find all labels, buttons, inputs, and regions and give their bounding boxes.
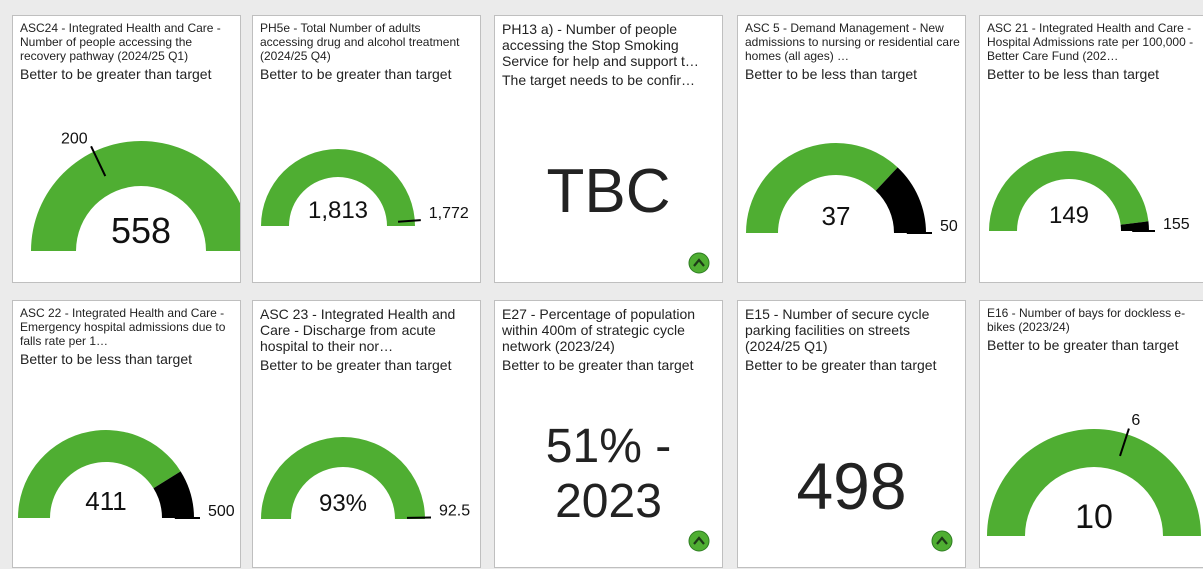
status-icon	[688, 252, 710, 274]
card-subtitle: Better to be less than target	[745, 66, 917, 82]
card-header: PH5e - Total Number of adults accessing …	[260, 21, 475, 83]
card-subtitle: The target needs to be confir…	[502, 72, 695, 88]
target-tick	[397, 219, 421, 223]
card-graphic: 92.5 93%	[261, 437, 470, 520]
card-title: ASC 5 - Demand Management - New admissio…	[745, 21, 960, 63]
card-header: ASC 23 - Integrated Health and Care - Di…	[260, 306, 475, 374]
card-subtitle: Better to be greater than target	[502, 357, 694, 373]
card-graphic: 6 10	[987, 412, 1201, 536]
gauge-value: 10	[1075, 498, 1113, 536]
card-header: ASC 21 - Integrated Health and Care - Ho…	[987, 21, 1202, 83]
card-subtitle: Better to be less than target	[20, 351, 192, 367]
gauge-value: 411	[85, 486, 126, 516]
kpi-card: ASC 21 - Integrated Health and Care - Ho…	[979, 15, 1203, 283]
card-header: ASC 22 - Integrated Health and Care - Em…	[20, 306, 235, 368]
big-value: 51% - 2023	[545, 420, 672, 529]
gauge-value-arc	[987, 429, 1201, 536]
status-chevron	[936, 536, 948, 545]
card-header: ASC24 - Integrated Health and Care - Num…	[20, 21, 235, 83]
status-icon	[931, 530, 953, 552]
card-header: ASC 5 - Demand Management - New admissio…	[745, 21, 960, 83]
status-circle	[931, 530, 953, 552]
card-title: E16 - Number of bays for dockless e-bike…	[987, 306, 1186, 334]
card-title: PH13 a) - Number of people accessing the…	[502, 21, 699, 69]
card-subtitle: Better to be greater than target	[745, 357, 937, 373]
card-subtitle: Better to be less than target	[987, 66, 1159, 82]
kpi-card: ASC 5 - Demand Management - New admissio…	[737, 15, 966, 283]
target-label: 500	[208, 503, 235, 520]
big-value: TBC	[546, 157, 671, 226]
target-label: 6	[1131, 412, 1140, 429]
target-label: 50	[940, 218, 958, 235]
card-subtitle: Better to be greater than target	[260, 66, 452, 82]
gauge-value: 558	[111, 210, 171, 251]
card-subtitle: Better to be greater than target	[987, 337, 1179, 353]
target-label: 1,772	[429, 205, 469, 222]
status-circle	[688, 252, 710, 274]
gauge-value-arc	[261, 149, 415, 226]
status-chevron	[693, 258, 705, 267]
gauge-gap-arc	[1120, 221, 1149, 231]
card-title: E15 - Number of secure cycle parking fac…	[745, 306, 930, 354]
card-title: ASC 22 - Integrated Health and Care - Em…	[20, 306, 226, 348]
card-subtitle: Better to be greater than target	[260, 357, 452, 373]
kpi-card: E16 - Number of bays for dockless e-bike…	[979, 300, 1203, 568]
target-label: 200	[61, 130, 88, 147]
target-label: 92.5	[439, 503, 470, 520]
status-icon	[688, 530, 710, 552]
card-title: E27 - Percentage of population within 40…	[502, 306, 696, 354]
gauge-value: 93%	[319, 490, 367, 517]
kpi-card: PH13 a) - Number of people accessing the…	[494, 15, 723, 283]
card-graphic: 500 411	[18, 430, 235, 520]
card-header: E27 - Percentage of population within 40…	[502, 306, 717, 374]
kpi-card: E15 - Number of secure cycle parking fac…	[737, 300, 966, 568]
status-chevron	[693, 536, 705, 545]
card-title: ASC 23 - Integrated Health and Care - Di…	[260, 306, 456, 354]
gauge-value-arc	[31, 141, 240, 251]
card-title: PH5e - Total Number of adults accessing …	[260, 21, 460, 63]
gauge-value: 1,813	[308, 197, 368, 224]
gauge-value: 149	[1049, 202, 1089, 229]
card-graphic: 1,772 1,813	[261, 149, 469, 226]
card-title: ASC24 - Integrated Health and Care - Num…	[20, 21, 221, 63]
card-header: E16 - Number of bays for dockless e-bike…	[987, 306, 1202, 354]
card-header: PH13 a) - Number of people accessing the…	[502, 21, 717, 89]
target-label: 155	[1163, 216, 1190, 233]
gauge-value: 37	[822, 201, 851, 231]
card-subtitle: Better to be greater than target	[20, 66, 212, 82]
gauge-value-arc	[18, 430, 181, 518]
kpi-card: E27 - Percentage of population within 40…	[494, 300, 723, 568]
target-tick	[1119, 428, 1130, 457]
card-header: E15 - Number of secure cycle parking fac…	[745, 306, 960, 374]
big-value: 498	[796, 449, 907, 523]
target-tick	[90, 145, 107, 177]
gauge-value-arc	[261, 437, 425, 519]
gauge-value-arc	[989, 150, 1149, 231]
kpi-card: ASC 23 - Integrated Health and Care - Di…	[252, 300, 481, 568]
gauge-gap-arc	[875, 167, 926, 233]
kpi-card: PH5e - Total Number of adults accessing …	[252, 15, 481, 283]
gauge-value-arc	[746, 143, 898, 233]
card-graphic: 50 37	[746, 143, 958, 235]
status-circle	[688, 530, 710, 552]
card-graphic: 155 149	[989, 150, 1190, 233]
card-graphic: 200 558	[31, 130, 240, 251]
kpi-card: ASC 22 - Integrated Health and Care - Em…	[12, 300, 241, 568]
gauge-gap-arc	[153, 471, 194, 518]
kpi-card: ASC24 - Integrated Health and Care - Num…	[12, 15, 241, 283]
card-title: ASC 21 - Integrated Health and Care - Ho…	[987, 21, 1194, 63]
